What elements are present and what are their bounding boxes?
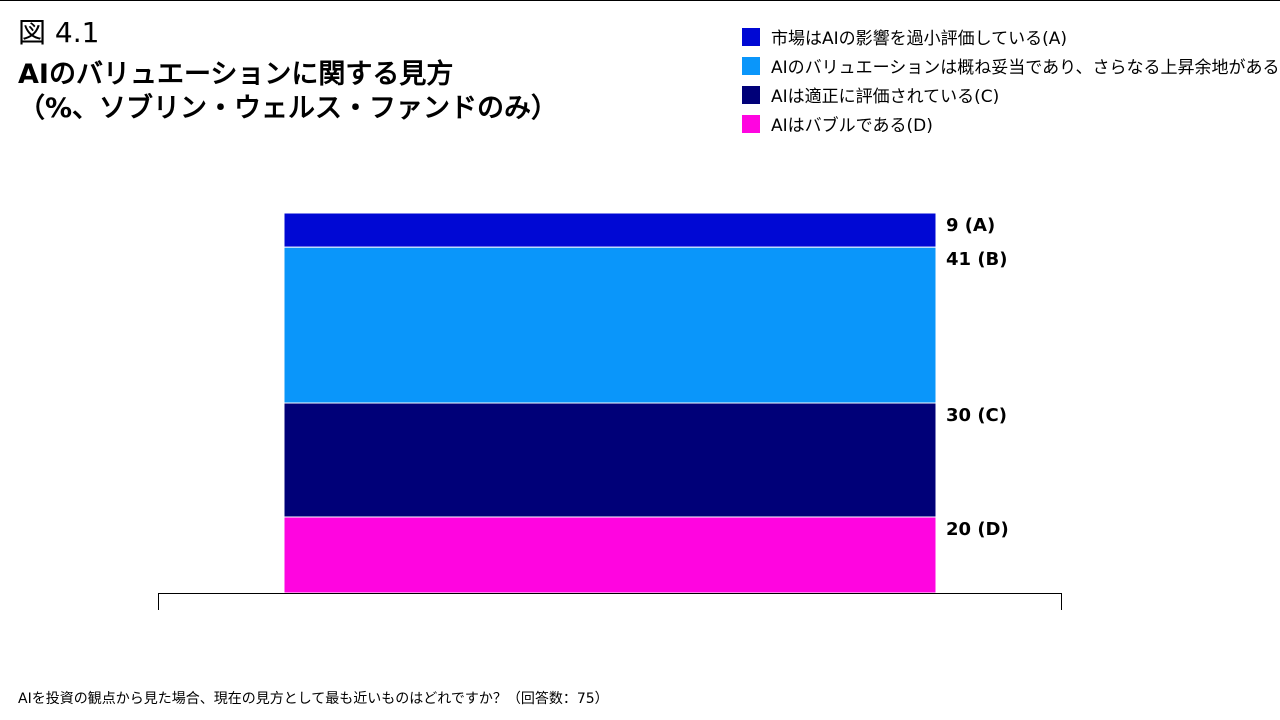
- legend-item-c: AIは適正に評価されている(C): [742, 80, 1280, 109]
- bar-segment-c: [283, 402, 937, 518]
- legend: 市場はAIの影響を過小評価している(A) AIのバリュエーションは概ね妥当であり…: [742, 22, 1280, 138]
- chart-title-line-2: （%、ソブリン・ウェルス・ファンドのみ）: [18, 93, 559, 124]
- data-label-d: 20 (D): [946, 519, 1009, 540]
- bar-segment-a: [283, 212, 937, 248]
- footnote: AIを投資の観点から見た場合、現在の見方として最も近いものはどれですか？（回答数…: [18, 691, 609, 707]
- legend-swatch-a: [742, 27, 760, 46]
- legend-item-d: AIはバブルである(D): [742, 109, 1280, 138]
- data-label-c: 30 (C): [946, 405, 1007, 426]
- top-rule: [0, 0, 1280, 1]
- legend-label-b: AIのバリュエーションは概ね妥当であり、さらなる上昇余地がある(B): [771, 58, 1280, 78]
- legend-label-d: AIはバブルである(D): [771, 116, 933, 136]
- legend-swatch-b: [742, 56, 760, 75]
- chart-title-line-1: AIのバリュエーションに関する見方: [18, 59, 454, 90]
- bar-segment-b: [283, 246, 937, 404]
- data-label-b: 41 (B): [946, 249, 1008, 270]
- legend-item-a: 市場はAIの影響を過小評価している(A): [742, 22, 1280, 51]
- x-axis-line: [158, 593, 1062, 610]
- legend-label-c: AIは適正に評価されている(C): [771, 87, 1000, 107]
- legend-item-b: AIのバリュエーションは概ね妥当であり、さらなる上昇余地がある(B): [742, 51, 1280, 80]
- legend-swatch-d: [742, 114, 760, 133]
- data-label-a: 9 (A): [946, 215, 995, 236]
- legend-swatch-c: [742, 85, 760, 104]
- chart-title: AIのバリュエーションに関する見方 （%、ソブリン・ウェルス・ファンドのみ）: [18, 58, 558, 126]
- bar-segment-d: [283, 516, 937, 594]
- figure-label: 図 4.1: [18, 16, 100, 49]
- legend-label-a: 市場はAIの影響を過小評価している(A): [771, 29, 1068, 49]
